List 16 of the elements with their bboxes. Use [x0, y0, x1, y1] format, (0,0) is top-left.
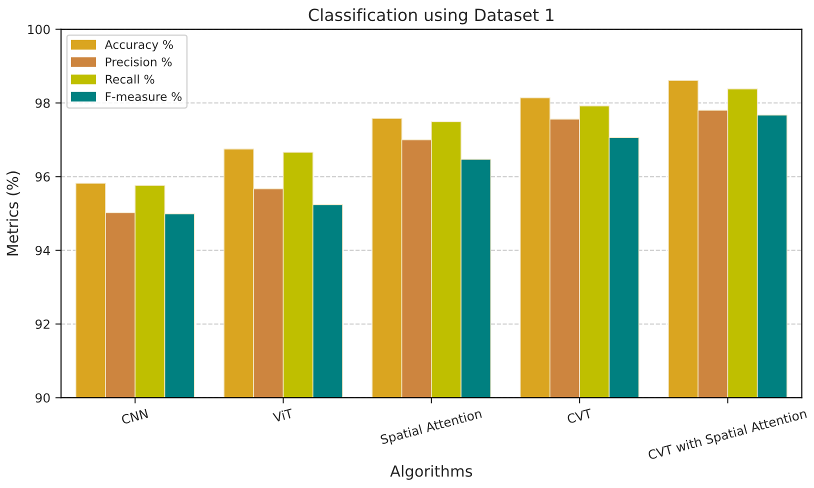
y-tick-label: 90 — [36, 393, 50, 403]
x-tick-label: ViT — [272, 408, 294, 422]
legend-label: Precision % — [106, 57, 172, 66]
legend-label: Recall % — [106, 74, 154, 84]
x-tick-label: CNN — [121, 408, 148, 424]
chart-title: Classification using Dataset 1 — [308, 8, 554, 24]
x-axis-title: Algorithms — [390, 465, 472, 480]
x-tick-label: CVT — [566, 408, 593, 424]
y-tick-label: 96 — [36, 172, 50, 182]
legend-label: Accuracy % — [104, 40, 173, 52]
y-tick-label: 100 — [28, 24, 50, 34]
y-tick-label: 92 — [36, 320, 50, 329]
legend-label: F-measure % — [106, 92, 182, 102]
y-tick-label: 98 — [36, 98, 50, 108]
y-tick-label: 94 — [36, 246, 50, 256]
y-axis-title: Metrics (%) — [6, 171, 20, 256]
